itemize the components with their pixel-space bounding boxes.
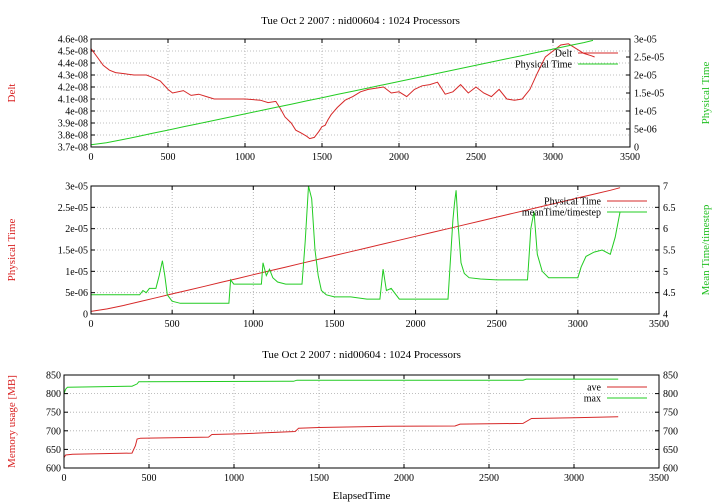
- y-left-tick-label: 3e-05: [65, 182, 88, 193]
- y-right-tick-label: 3e-05: [634, 35, 657, 46]
- x-tick-label: 0: [62, 473, 67, 484]
- y-right-tick-label: 4.5: [663, 288, 676, 299]
- y-left-tick-label: 1.5e-05: [58, 246, 88, 257]
- x-tick-label: 1000: [224, 473, 244, 484]
- legend-label: Physical Time: [515, 60, 573, 71]
- x-tick-label: 2000: [394, 473, 414, 484]
- y-axis-label-right: Physical Time: [700, 62, 712, 125]
- y-left-tick-label: 1e-05: [65, 267, 88, 278]
- plot-frame: [63, 374, 660, 469]
- x-tick-label: 3500: [649, 473, 669, 484]
- y-left-tick-label: 5e-06: [65, 288, 88, 299]
- chart-panel-physical-time: 0 500 1000 1500 2000 2500 3000 3500 0 5e-06 1e-05 1…: [6, 182, 712, 331]
- x-tick-label: 500: [161, 152, 176, 163]
- y-axis-label-right: Mean Time/timestep: [700, 204, 712, 295]
- x-axis-label: ElapsedTime: [333, 490, 391, 502]
- y-left-tick-label: 2e-05: [65, 224, 88, 235]
- y-left-tick-label: 700: [46, 426, 61, 437]
- legend-label: Delt: [555, 49, 572, 60]
- y-left-tick-label: 3.9e-08: [58, 119, 88, 130]
- y-right-tick-label: 650: [663, 445, 678, 456]
- y-left-tick-label: 4.6e-08: [58, 35, 88, 46]
- y-right-tick-label: 0: [634, 143, 639, 154]
- y-right-tick-label: 6: [663, 224, 668, 235]
- y-right-tick-label: 600: [663, 464, 678, 475]
- y-axis-label-left: Physical Time: [6, 219, 18, 282]
- y-right-tick-label: 4: [663, 310, 668, 321]
- legend-label: max: [584, 394, 601, 405]
- legend-label: ave: [587, 383, 601, 394]
- y-right-tick-label: 800: [663, 389, 678, 400]
- y-right-tick-label: 5: [663, 267, 668, 278]
- y-left-tick-label: 650: [46, 445, 61, 456]
- x-tick-label: 2000: [389, 152, 409, 163]
- y-left-tick-label: 0: [83, 310, 88, 321]
- chart-panel-delt: Tue Oct 2 2007 : nid00604 : 1024 Process…: [6, 15, 712, 163]
- x-tick-label: 2500: [487, 319, 507, 330]
- x-tick-label: 1500: [312, 152, 332, 163]
- y-left-tick-label: 600: [46, 464, 61, 475]
- x-tick-label: 3000: [568, 319, 588, 330]
- y-left-tick-label: 4e-08: [65, 107, 88, 118]
- series-line-physical-time: [90, 39, 594, 146]
- y-axis-label-left: Memory usage [MB]: [6, 375, 18, 468]
- x-tick-label: 3000: [564, 473, 584, 484]
- y-left-tick-label: 4.2e-08: [58, 83, 88, 94]
- x-tick-label: 1000: [235, 152, 255, 163]
- y-left-tick-label: 3.7e-08: [58, 143, 88, 154]
- y-left-tick-label: 850: [46, 371, 61, 382]
- y-axis-label-left: Delt: [6, 84, 18, 103]
- y-left-tick-label: 2.5e-05: [58, 203, 88, 214]
- y-right-tick-label: 1e-05: [634, 107, 657, 118]
- y-right-tick-label: 1.5e-05: [634, 89, 664, 100]
- y-right-tick-label: 750: [663, 408, 678, 419]
- series-line-physical-time: [90, 187, 621, 312]
- series-line-meantime-timestep: [91, 185, 621, 304]
- chart-panel-memory-usage: Tue Oct 2 2007 : nid00604 : 1024 Process…: [6, 349, 678, 502]
- x-tick-label: 3500: [620, 152, 640, 163]
- x-tick-label: 0: [89, 319, 94, 330]
- y-left-tick-label: 4.1e-08: [58, 95, 88, 106]
- series-line-delt: [90, 43, 595, 140]
- y-right-tick-label: 7: [663, 182, 668, 193]
- series-line-max: [63, 378, 619, 394]
- y-left-tick-label: 4.5e-08: [58, 47, 88, 58]
- series-line-ave: [63, 416, 619, 458]
- y-right-tick-label: 2.5e-05: [634, 53, 664, 64]
- x-tick-label: 1500: [324, 319, 344, 330]
- legend-label: Physical Time: [544, 197, 602, 208]
- legend-label: meanTime/timestep: [522, 208, 601, 219]
- x-tick-label: 3000: [543, 152, 563, 163]
- x-tick-label: 500: [165, 319, 180, 330]
- y-right-tick-label: 700: [663, 426, 678, 437]
- y-left-tick-label: 4.4e-08: [58, 59, 88, 70]
- plot-frame: [90, 185, 660, 315]
- x-tick-label: 500: [142, 473, 157, 484]
- y-left-tick-label: 4.3e-08: [58, 71, 88, 82]
- y-left-tick-label: 3.8e-08: [58, 131, 88, 142]
- x-tick-label: 2500: [479, 473, 499, 484]
- x-tick-label: 3500: [649, 319, 669, 330]
- x-tick-label: 1500: [309, 473, 329, 484]
- y-right-tick-label: 6.5: [663, 203, 676, 214]
- x-tick-label: 2500: [466, 152, 486, 163]
- y-right-tick-label: 5.5: [663, 246, 676, 257]
- x-tick-label: 0: [89, 152, 94, 163]
- chart-title: Tue Oct 2 2007 : nid00604 : 1024 Process…: [261, 15, 460, 27]
- chart-title: Tue Oct 2 2007 : nid00604 : 1024 Process…: [262, 349, 461, 361]
- y-right-tick-label: 2e-05: [634, 71, 657, 82]
- y-right-tick-label: 850: [663, 371, 678, 382]
- y-right-tick-label: 5e-06: [634, 125, 657, 136]
- y-left-tick-label: 800: [46, 389, 61, 400]
- y-left-tick-label: 750: [46, 408, 61, 419]
- x-tick-label: 1000: [243, 319, 263, 330]
- plot-frame: [90, 38, 631, 148]
- x-tick-label: 2000: [406, 319, 426, 330]
